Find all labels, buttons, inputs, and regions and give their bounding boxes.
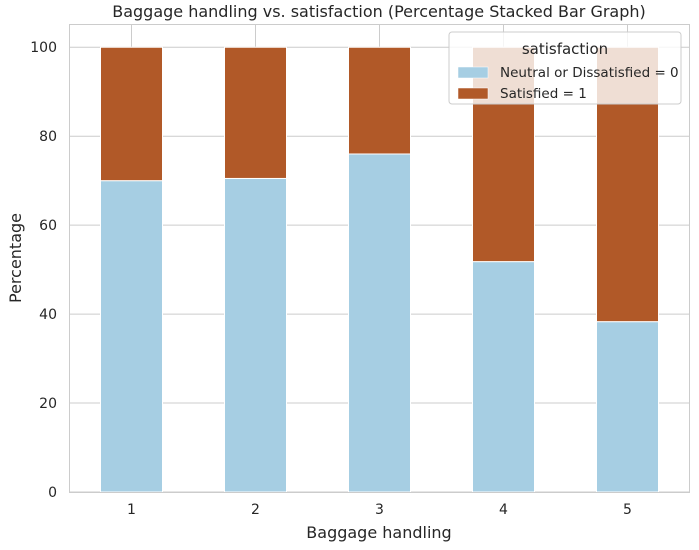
x-tick-labels: 1 2 3 4 5 (127, 502, 632, 518)
bar-neutral-4 (472, 261, 535, 493)
legend-label-satisfied: Satisfied = 1 (500, 86, 587, 102)
y-tick-labels: 0 20 40 60 80 100 (30, 40, 57, 501)
legend: satisfaction Neutral or Dissatisfied = 0… (448, 31, 682, 105)
x-tick-label: 3 (375, 502, 384, 518)
y-tick-label: 40 (39, 307, 57, 323)
plot-frame (69, 24, 690, 493)
legend-title: satisfaction (522, 40, 608, 58)
bar-neutral-5 (596, 321, 659, 493)
y-axis-label: Percentage (6, 213, 25, 303)
bar-satisfied-1 (100, 46, 163, 182)
bar-neutral-1 (100, 180, 163, 493)
y-tick-label: 20 (39, 396, 57, 412)
x-axis-label: Baggage handling (306, 523, 451, 542)
bar-satisfied-2 (224, 46, 287, 179)
x-tick-label: 2 (251, 502, 260, 518)
bar-neutral-2 (224, 177, 287, 493)
bars (100, 46, 659, 493)
legend-label-neutral: Neutral or Dissatisfied = 0 (500, 65, 679, 81)
y-tick-label: 80 (39, 129, 57, 145)
x-tick-label: 1 (127, 502, 136, 518)
x-tick-label: 4 (499, 502, 508, 518)
y-tick-label: 0 (48, 485, 57, 501)
y-tick-label: 100 (30, 40, 57, 56)
legend-box (448, 31, 682, 105)
bar-satisfied-3 (348, 46, 411, 155)
bar-neutral-3 (348, 153, 411, 493)
chart-title: Baggage handling vs. satisfaction (Perce… (112, 2, 646, 21)
x-tick-label: 5 (623, 502, 632, 518)
y-tick-label: 60 (39, 218, 57, 234)
legend-swatch-neutral (457, 66, 489, 79)
legend-swatch-satisfied (457, 87, 489, 100)
